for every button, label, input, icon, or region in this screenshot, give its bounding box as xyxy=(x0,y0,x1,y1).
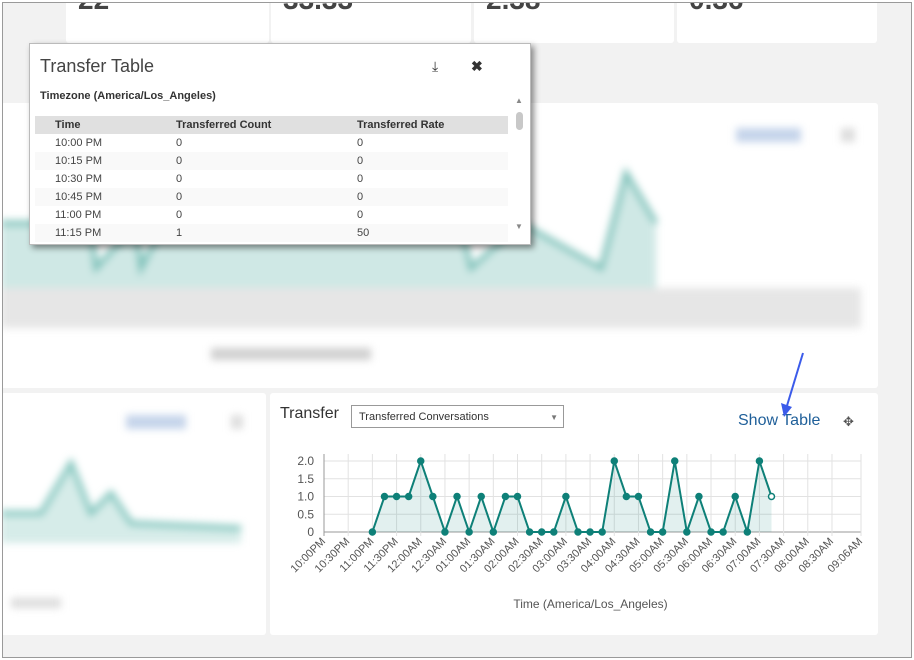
data-point xyxy=(465,528,473,536)
table-cell: 11:00 PM xyxy=(55,209,102,221)
background-chart-card xyxy=(3,393,266,635)
y-tick-label: 2.0 xyxy=(297,454,314,468)
table-cell: 0 xyxy=(357,137,364,149)
kpi-value: 2.38 xyxy=(486,3,541,16)
table-cell: 1 xyxy=(176,224,357,242)
scroll-up-icon[interactable]: ▲ xyxy=(515,96,523,105)
data-point xyxy=(404,492,413,501)
table-cell: 0 xyxy=(357,188,508,206)
kpi-card: 0.36 xyxy=(677,3,877,43)
data-point xyxy=(453,492,461,501)
transfer-table-modal: Transfer Table ⤓ ✖ Timezone (America/Los… xyxy=(29,43,531,245)
data-point xyxy=(380,492,389,501)
data-point xyxy=(731,492,739,501)
scroll-down-icon[interactable]: ▼ xyxy=(515,222,523,231)
data-point xyxy=(501,492,510,501)
table-row: 10:30 PM 0 0 xyxy=(35,170,508,188)
table-row: 10:00 PM 0 0 xyxy=(35,134,508,152)
data-point xyxy=(441,528,449,536)
table-row: 10:15 PM 0 0 xyxy=(35,152,508,170)
table-cell: 0 xyxy=(357,173,364,185)
y-tick-label: 0.5 xyxy=(297,507,314,521)
data-point xyxy=(368,528,377,536)
table-cell: 0 xyxy=(176,209,183,221)
table-cell: 0 xyxy=(176,188,357,206)
data-point xyxy=(586,528,594,536)
move-icon[interactable]: ✥ xyxy=(843,414,854,429)
data-point xyxy=(707,528,715,536)
data-point xyxy=(525,528,534,536)
scrollbar-thumb[interactable] xyxy=(516,112,523,130)
table-cell: 0 xyxy=(176,152,357,170)
data-point xyxy=(562,492,570,501)
table-cell: 0 xyxy=(357,209,364,221)
data-point xyxy=(646,528,655,536)
y-tick-label: 0 xyxy=(307,525,314,539)
table-row: 11:15 PM 1 50 xyxy=(35,224,508,242)
data-point xyxy=(755,457,764,465)
scrollbar[interactable]: ▲ ▼ xyxy=(514,96,526,234)
data-point xyxy=(670,457,679,465)
kpi-card: 2.38 xyxy=(474,3,674,43)
table-cell: 10:30 PM xyxy=(55,173,103,185)
column-header[interactable]: Transferred Rate xyxy=(357,116,508,134)
data-point xyxy=(767,492,776,501)
kpi-card: 33.33 xyxy=(271,3,471,43)
table-cell: 10:45 PM xyxy=(35,188,176,206)
data-point xyxy=(743,528,752,536)
close-icon[interactable]: ✖ xyxy=(471,58,483,74)
y-tick-label: 1.5 xyxy=(297,472,314,486)
series-line xyxy=(371,457,773,536)
data-point xyxy=(610,457,619,465)
data-point xyxy=(477,492,485,501)
y-tick-label: 1.0 xyxy=(297,490,314,504)
table-row: 11:00 PM 0 0 xyxy=(35,206,508,224)
table-cell: 50 xyxy=(357,224,508,242)
metric-select[interactable]: Transferred Conversations ▼ xyxy=(351,405,564,428)
data-point xyxy=(513,492,522,501)
table-cell: 10:15 PM xyxy=(35,152,176,170)
chart-title: Transfer xyxy=(280,405,339,422)
timezone-label: Timezone (America/Los_Angeles) xyxy=(40,90,216,102)
data-point xyxy=(658,528,667,536)
select-value: Transferred Conversations xyxy=(359,411,489,423)
data-point xyxy=(429,492,437,501)
kpi-value: 0.36 xyxy=(689,3,744,16)
transfer-table: Time Transferred Count Transferred Rate … xyxy=(35,116,508,242)
data-point xyxy=(537,528,546,536)
show-table-button[interactable]: Show Table xyxy=(738,412,821,429)
data-point xyxy=(695,492,703,501)
table-cell: 11:15 PM xyxy=(35,224,176,242)
data-point xyxy=(489,528,498,536)
table-row: 10:45 PM 0 0 xyxy=(35,188,508,206)
annotation-arrow xyxy=(781,352,804,417)
x-axis-label: Time (America/Los_Angeles) xyxy=(513,597,667,611)
modal-title: Transfer Table xyxy=(40,56,155,76)
download-icon[interactable]: ⤓ xyxy=(432,58,439,74)
data-point xyxy=(392,492,401,501)
column-header[interactable]: Transferred Count xyxy=(176,116,357,134)
data-point xyxy=(574,528,582,536)
data-point xyxy=(598,528,606,536)
data-point xyxy=(417,457,425,465)
table-cell: 0 xyxy=(176,137,183,149)
blurred-chart xyxy=(3,415,243,608)
table-header: Time Transferred Count Transferred Rate xyxy=(35,116,508,134)
table-cell: 0 xyxy=(357,152,508,170)
data-point xyxy=(634,492,643,501)
kpi-card: 22 xyxy=(66,3,269,43)
kpi-value: 22 xyxy=(78,3,109,16)
transfer-chart: 00.51.01.52.010:00PM10:30PM11:00PM11:30P… xyxy=(289,454,865,611)
kpi-value: 33.33 xyxy=(283,3,353,16)
table-cell: 0 xyxy=(176,173,183,185)
data-point xyxy=(622,492,631,501)
data-point xyxy=(550,528,558,536)
table-cell: 10:00 PM xyxy=(55,137,103,149)
column-header[interactable]: Time xyxy=(35,116,176,134)
data-point xyxy=(719,528,727,536)
chevron-down-icon: ▼ xyxy=(550,413,558,422)
data-point xyxy=(683,528,691,536)
